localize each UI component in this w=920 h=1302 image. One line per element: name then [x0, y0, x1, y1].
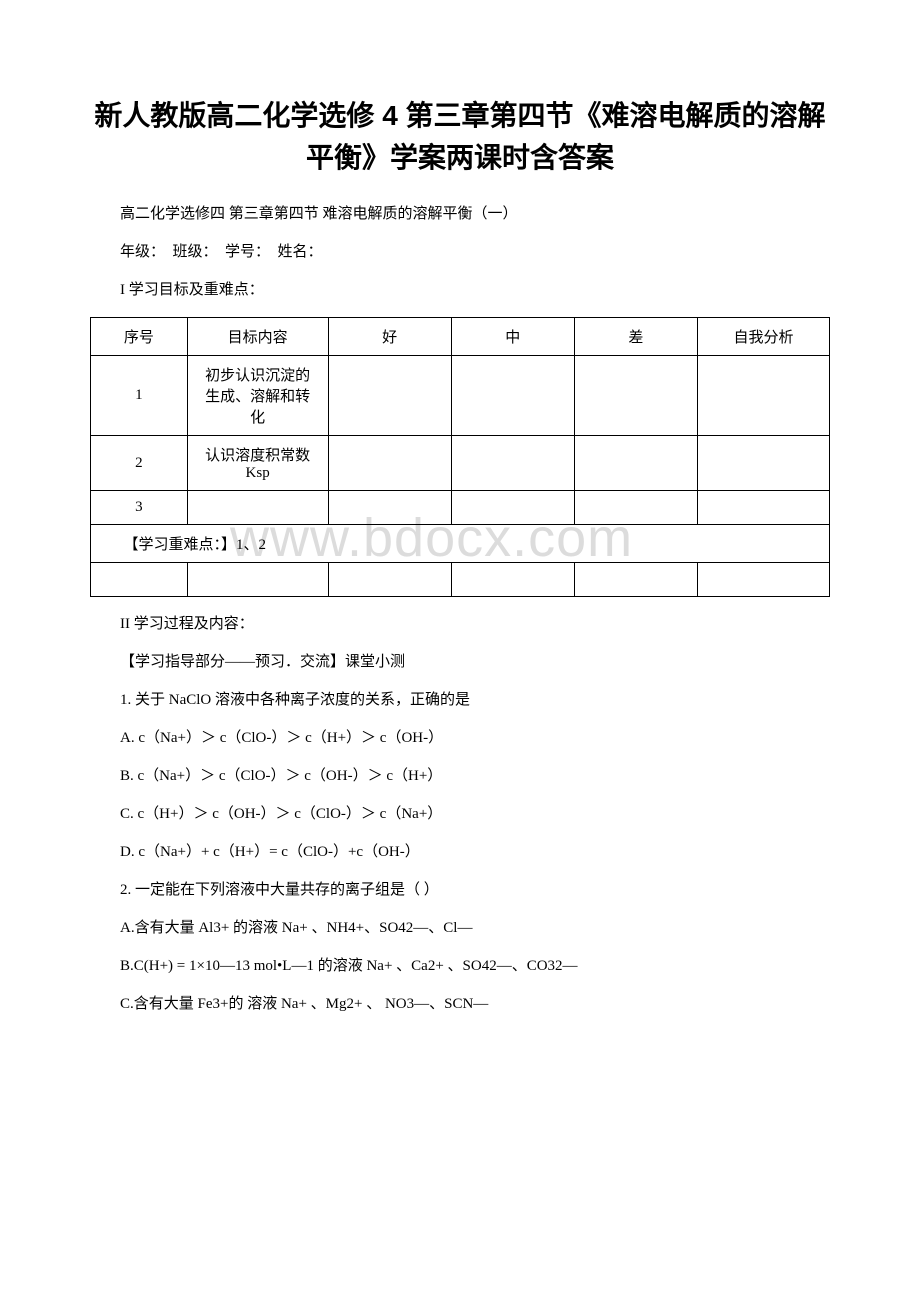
col-header-seq: 序号 — [91, 318, 188, 356]
empty-cell — [697, 563, 829, 597]
cell-bad — [574, 356, 697, 436]
empty-cell — [451, 563, 574, 597]
table-row: 1 初步认识沉淀的生成、溶解和转化 — [91, 356, 830, 436]
q1-stem: 1. 关于 NaClO 溶液中各种离子浓度的关系，正确的是 — [90, 685, 830, 715]
q2-option-c: C.含有大量 Fe3+的 溶液 Na+ 、Mg2+ 、 NO3―、SCN― — [90, 989, 830, 1019]
empty-cell — [91, 563, 188, 597]
cell-good — [328, 356, 451, 436]
key-points-cell: 【学习重难点：】1、2 — [91, 525, 830, 563]
cell-seq: 1 — [91, 356, 188, 436]
document-title: 新人教版高二化学选修 4 第三章第四节《难溶电解质的溶解平衡》学案两课时含答案 — [90, 95, 830, 179]
cell-seq: 2 — [91, 436, 188, 491]
cell-mid — [451, 491, 574, 525]
section-1-heading: I 学习目标及重难点： — [90, 275, 830, 305]
col-header-bad: 差 — [574, 318, 697, 356]
q1-option-c: C. c（H+）＞ c（OH-）＞ c（ClO-）＞ c（Na+） — [90, 799, 830, 829]
cell-self — [697, 491, 829, 525]
table-row: 2 认识溶度积常数 Ksp — [91, 436, 830, 491]
q1-option-b: B. c（Na+）＞ c（ClO-）＞ c（OH-）＞ c（H+） — [90, 761, 830, 791]
empty-cell — [574, 563, 697, 597]
student-info-line: 年级： 班级： 学号： 姓名： — [90, 237, 830, 267]
cell-mid — [451, 356, 574, 436]
q2-option-b: B.C(H+) = 1×10―13 mol•L―1 的溶液 Na+ 、Ca2+ … — [90, 951, 830, 981]
col-header-good: 好 — [328, 318, 451, 356]
cell-self — [697, 356, 829, 436]
cell-content: 认识溶度积常数 Ksp — [187, 436, 328, 491]
empty-cell — [187, 563, 328, 597]
empty-cell — [328, 563, 451, 597]
section-2-heading: II 学习过程及内容： — [90, 609, 830, 639]
cell-bad — [574, 491, 697, 525]
col-header-self: 自我分析 — [697, 318, 829, 356]
q1-option-a: A. c（Na+）＞ c（ClO-）＞ c（H+）＞ c（OH-） — [90, 723, 830, 753]
cell-seq: 3 — [91, 491, 188, 525]
subtitle: 高二化学选修四 第三章第四节 难溶电解质的溶解平衡（一） — [90, 199, 830, 229]
table-footer-row: 【学习重难点：】1、2 — [91, 525, 830, 563]
table-empty-row — [91, 563, 830, 597]
q2-option-a: A.含有大量 Al3+ 的溶液 Na+ 、NH4+、SO42―、Cl― — [90, 913, 830, 943]
cell-content: 初步认识沉淀的生成、溶解和转化 — [187, 356, 328, 436]
study-guide-label: 【学习指导部分——预习．交流】课堂小测 — [90, 647, 830, 677]
cell-bad — [574, 436, 697, 491]
q1-option-d: D. c（Na+）+ c（H+）= c（ClO-）+c（OH-） — [90, 837, 830, 867]
cell-content — [187, 491, 328, 525]
cell-good — [328, 491, 451, 525]
cell-good — [328, 436, 451, 491]
table-header-row: 序号 目标内容 好 中 差 自我分析 — [91, 318, 830, 356]
cell-mid — [451, 436, 574, 491]
col-header-mid: 中 — [451, 318, 574, 356]
cell-self — [697, 436, 829, 491]
objectives-table: 序号 目标内容 好 中 差 自我分析 1 初步认识沉淀的生成、溶解和转化 2 — [90, 317, 830, 597]
q2-stem: 2. 一定能在下列溶液中大量共存的离子组是（ ） — [90, 875, 830, 905]
col-header-content: 目标内容 — [187, 318, 328, 356]
table-row: 3 — [91, 491, 830, 525]
